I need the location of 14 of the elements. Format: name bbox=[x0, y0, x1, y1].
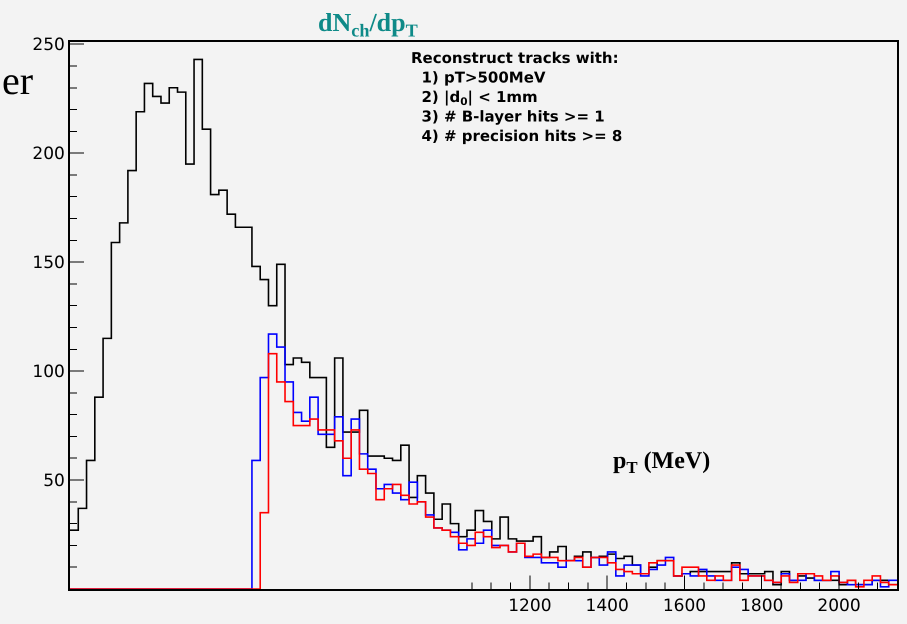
x-tick-label: 2000 bbox=[817, 596, 861, 616]
y-tick-label: 50 bbox=[43, 470, 65, 491]
text: er bbox=[2, 58, 34, 103]
x-tick-label: 1800 bbox=[740, 596, 784, 616]
x-tick-label: 1400 bbox=[586, 596, 629, 616]
y-tick-label: 250 bbox=[32, 35, 65, 56]
chart-title: dN$_{ch}$/dp$_{T}$ bbox=[318, 8, 418, 40]
y-tick-label: 150 bbox=[32, 253, 65, 274]
x-tick-label: 1200 bbox=[508, 596, 552, 616]
x-tick-label: 1600 bbox=[662, 596, 706, 616]
y-tick-label: 200 bbox=[32, 144, 65, 164]
y-tick-label: 100 bbox=[32, 362, 65, 382]
annotation: Reconstruct tracks with: 1) pT>500MeV 2) |d$_{0}$| < 1mm 3) # B-layer hits >= 1 4) # precision hits >= 8 bbox=[411, 49, 622, 145]
x-axis-title: p$_{T}$ (MeV) bbox=[613, 448, 710, 478]
